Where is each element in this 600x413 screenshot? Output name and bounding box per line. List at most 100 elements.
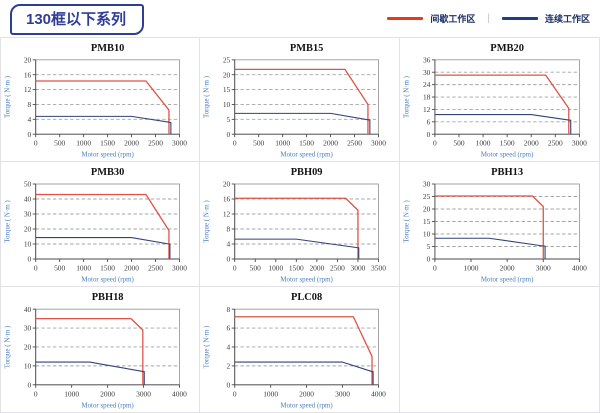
svg-text:20: 20 <box>223 70 231 79</box>
svg-text:40: 40 <box>24 305 32 314</box>
svg-text:8: 8 <box>227 225 231 234</box>
svg-text:8: 8 <box>28 100 32 109</box>
svg-text:3000: 3000 <box>172 263 187 272</box>
svg-text:500: 500 <box>453 139 464 148</box>
svg-text:2500: 2500 <box>330 263 345 272</box>
svg-text:PMB30: PMB30 <box>91 167 124 178</box>
svg-text:2: 2 <box>227 361 231 370</box>
series-title-badge: 130框以下系列 <box>10 4 145 35</box>
svg-text:Motor speed (rpm): Motor speed (rpm) <box>81 275 134 283</box>
svg-text:3000: 3000 <box>572 139 587 148</box>
chart-pmb20: PMB20 0 6 12 18 24 30 36 0 500 1000 1500 2000 2500 300… <box>402 43 587 159</box>
svg-text:4: 4 <box>227 343 231 352</box>
svg-text:1000: 1000 <box>264 389 279 398</box>
svg-text:3000: 3000 <box>351 263 366 272</box>
svg-text:2500: 2500 <box>548 139 563 148</box>
svg-text:Motor speed (rpm): Motor speed (rpm) <box>281 151 333 159</box>
svg-text:12: 12 <box>223 210 231 219</box>
svg-text:12: 12 <box>24 85 32 94</box>
svg-text:3000: 3000 <box>172 139 187 148</box>
chart-cell-plc08: PLC08 0 2 4 6 8 0 1000 2000 3000 4000 Motor speed (… <box>200 287 400 412</box>
chart-cell-pbh13: PBH13 0 5 10 15 20 25 30 0 1000 2000 3000 4000 Motor … <box>399 162 599 287</box>
svg-text:2000: 2000 <box>300 389 315 398</box>
svg-text:24: 24 <box>423 80 431 89</box>
svg-text:6: 6 <box>227 324 231 333</box>
svg-text:4: 4 <box>28 115 32 124</box>
svg-text:16: 16 <box>223 195 231 204</box>
svg-text:Torque ( N·m ): Torque ( N·m ) <box>402 200 410 243</box>
svg-text:0: 0 <box>433 139 437 148</box>
svg-text:0: 0 <box>233 389 237 398</box>
legend: 间歇工作区 | 连续工作区 <box>387 12 590 25</box>
chart-pbh09: PBH09 0 4 8 12 16 20 0 500 1000 1500 2000 2500 3000 35… <box>203 167 387 284</box>
continuous-line-swatch <box>501 17 538 20</box>
svg-text:0: 0 <box>34 263 38 272</box>
svg-text:0: 0 <box>233 263 237 272</box>
svg-text:Motor speed (rpm): Motor speed (rpm) <box>81 151 133 159</box>
svg-text:2000: 2000 <box>100 389 115 398</box>
svg-text:PBH18: PBH18 <box>92 292 124 303</box>
chart-pmb10: PMB10 0 4 8 12 16 20 0 500 1000 1500 2000 2500 3000 Mo… <box>3 43 187 159</box>
svg-text:18: 18 <box>423 93 431 102</box>
svg-text:1500: 1500 <box>300 139 315 148</box>
svg-text:10: 10 <box>24 361 32 370</box>
svg-text:1000: 1000 <box>475 139 490 148</box>
svg-text:PBH13: PBH13 <box>491 167 523 178</box>
svg-text:Torque ( N·m ): Torque ( N·m ) <box>203 325 211 368</box>
svg-text:3000: 3000 <box>371 139 386 148</box>
svg-text:2000: 2000 <box>124 139 139 148</box>
svg-text:5: 5 <box>426 242 430 251</box>
svg-text:3000: 3000 <box>335 389 350 398</box>
svg-text:6: 6 <box>426 117 430 126</box>
svg-text:3000: 3000 <box>136 389 151 398</box>
chart-pbh13: PBH13 0 5 10 15 20 25 30 0 1000 2000 3000 4000 Motor … <box>402 167 587 284</box>
svg-text:30: 30 <box>423 180 431 189</box>
svg-text:1500: 1500 <box>289 263 304 272</box>
svg-text:25: 25 <box>423 192 431 201</box>
svg-text:1000: 1000 <box>269 263 284 272</box>
svg-text:500: 500 <box>250 263 261 272</box>
svg-text:500: 500 <box>54 263 65 272</box>
svg-text:Torque ( N·m ): Torque ( N·m ) <box>3 200 11 243</box>
chart-grid: PMB10 0 4 8 12 16 20 0 500 1000 1500 2000 2500 3000 Mo… <box>0 37 600 413</box>
chart-cell-pmb30: PMB30 0 10 20 30 40 50 0 500 1000 1500 2000 2500 3000… <box>1 162 201 287</box>
svg-text:1500: 1500 <box>499 139 514 148</box>
svg-text:20: 20 <box>24 55 32 64</box>
svg-text:500: 500 <box>253 139 264 148</box>
chart-cell-pmb20: PMB20 0 6 12 18 24 30 36 0 500 1000 1500 2000 2500 300… <box>399 38 599 162</box>
svg-text:Torque ( N·m ): Torque ( N·m ) <box>203 76 211 118</box>
svg-text:0: 0 <box>426 130 430 139</box>
svg-text:4000: 4000 <box>572 263 587 272</box>
header: 130框以下系列 间歇工作区 | 连续工作区 <box>0 0 600 37</box>
chart-cell-pmb15: PMB15 0 5 10 15 20 25 0 500 1000 1500 2000 2500 3000 M… <box>200 38 400 162</box>
svg-text:4: 4 <box>227 240 231 249</box>
svg-text:1000: 1000 <box>463 263 478 272</box>
chart-cell-pmb10: PMB10 0 4 8 12 16 20 0 500 1000 1500 2000 2500 3000 Mo… <box>1 38 201 162</box>
svg-text:PMB10: PMB10 <box>91 43 125 54</box>
svg-text:20: 20 <box>223 180 231 189</box>
legend-item-intermittent: 间歇工作区 <box>387 12 475 25</box>
series-title: 130框以下系列 <box>26 11 127 28</box>
chart-pmb15: PMB15 0 5 10 15 20 25 0 500 1000 1500 2000 2500 3000 M… <box>203 43 387 159</box>
svg-text:0: 0 <box>28 380 32 389</box>
svg-text:36: 36 <box>423 55 431 64</box>
svg-text:15: 15 <box>423 217 431 226</box>
svg-text:2500: 2500 <box>148 263 163 272</box>
svg-text:0: 0 <box>34 389 38 398</box>
svg-text:0: 0 <box>227 380 231 389</box>
legend-label-continuous: 连续工作区 <box>544 14 590 24</box>
svg-text:5: 5 <box>227 115 231 124</box>
svg-text:30: 30 <box>24 324 32 333</box>
svg-text:Torque ( N·m ): Torque ( N·m ) <box>203 200 211 243</box>
svg-text:3500: 3500 <box>371 263 386 272</box>
svg-text:2000: 2000 <box>310 263 325 272</box>
svg-text:Motor speed (rpm): Motor speed (rpm) <box>481 275 534 283</box>
svg-text:16: 16 <box>24 70 32 79</box>
svg-text:15: 15 <box>223 85 231 94</box>
svg-text:PLC08: PLC08 <box>291 292 322 303</box>
svg-text:0: 0 <box>233 139 237 148</box>
svg-text:PMB20: PMB20 <box>490 43 524 54</box>
svg-text:30: 30 <box>423 68 431 77</box>
svg-text:2000: 2000 <box>124 263 139 272</box>
